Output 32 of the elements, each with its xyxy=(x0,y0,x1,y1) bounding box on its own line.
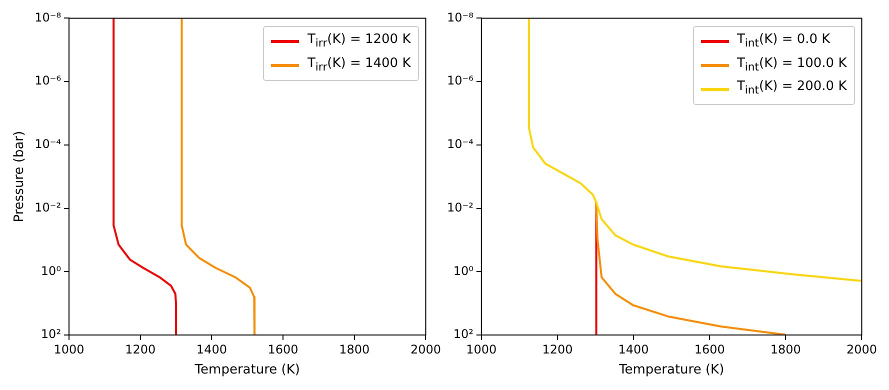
legend-label: T$_{int}$(K) = 200.0 K xyxy=(736,78,847,99)
x-tick-label: 1800 xyxy=(339,342,370,356)
x-tick-label: 1800 xyxy=(770,342,801,356)
y-tick-label: 10² xyxy=(40,327,62,342)
x-tick-label: 1000 xyxy=(54,342,84,356)
y-tick-label: 10² xyxy=(453,327,474,342)
x-tick-label: 1400 xyxy=(196,342,227,356)
x-tick-label: 1200 xyxy=(542,342,573,356)
x-axis-title: Temperature (K) xyxy=(618,362,724,378)
y-tick-label: 10⁻⁴ xyxy=(446,137,474,152)
legend-label: T$_{irr}$(K) = 1200 K xyxy=(307,31,411,52)
y-tick-label: 10⁻² xyxy=(34,200,62,214)
y-axis-title: Pressure (bar) xyxy=(12,130,28,222)
x-tick-label: 1200 xyxy=(125,342,156,356)
x-tick-label: 2000 xyxy=(846,342,878,356)
y-tick-label: 10⁰ xyxy=(40,264,62,278)
legend-label: T$_{int}$(K) = 100.0 K xyxy=(736,54,847,76)
x-tick-label: 1600 xyxy=(268,342,298,356)
y-tick-label: 10⁻⁴ xyxy=(34,137,62,152)
x-tick-label: 1400 xyxy=(618,342,649,356)
legend-label: T$_{int}$(K) = 0.0 K xyxy=(736,31,830,52)
y-tick-label: 10⁻⁸ xyxy=(34,10,62,24)
x-tick-label: 1000 xyxy=(466,342,497,356)
x-tick-label: 1600 xyxy=(694,342,725,356)
y-tick-label: 10⁻⁶ xyxy=(446,74,474,88)
x-axis-title: Temperature (K) xyxy=(194,362,300,378)
x-tick-label: 2000 xyxy=(410,342,442,356)
y-tick-label: 10⁻² xyxy=(446,200,474,214)
y-tick-label: 10⁻⁸ xyxy=(446,10,474,24)
legend-label: T$_{irr}$(K) = 1400 K xyxy=(307,54,411,76)
y-tick-label: 10⁻⁶ xyxy=(34,74,62,88)
y-tick-label: 10⁰ xyxy=(453,264,474,278)
